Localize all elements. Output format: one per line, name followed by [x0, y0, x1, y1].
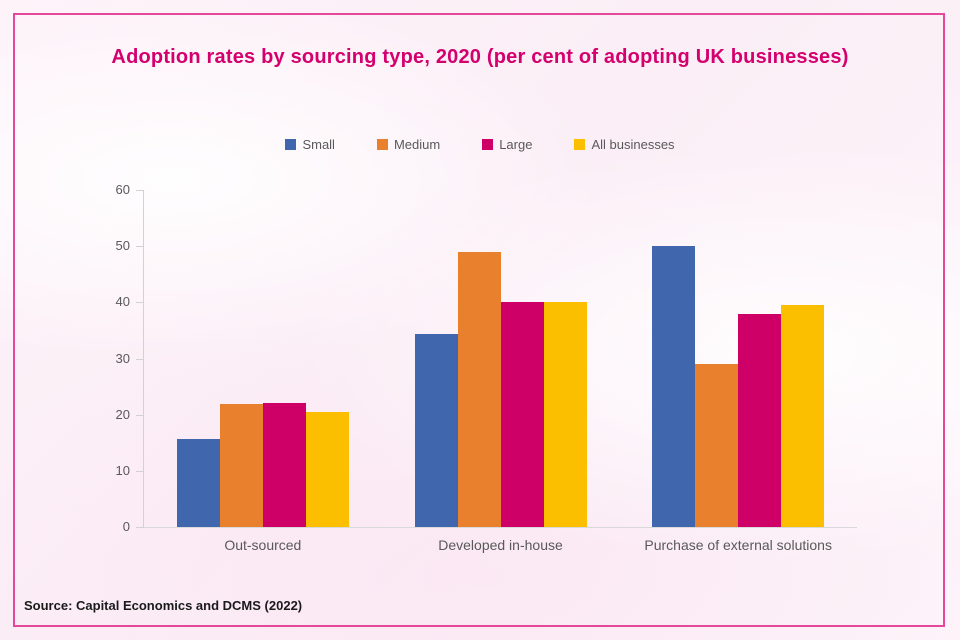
y-axis-tick-label: 10: [115, 462, 130, 478]
bar-medium-purchase-of-external-solutions: [695, 364, 739, 527]
legend-label: Small: [302, 137, 335, 152]
y-axis-tick: [136, 414, 144, 416]
bar-large-purchase-of-external-solutions: [738, 313, 782, 527]
bar-group-developed-in-house: [382, 190, 620, 527]
bar-medium-out-sourced: [219, 404, 263, 527]
bar-small-purchase-of-external-solutions: [652, 246, 696, 527]
y-axis-tick: [136, 302, 144, 304]
y-axis-tick-label: 20: [115, 406, 130, 422]
legend-swatch-large: [482, 139, 494, 150]
x-axis-label-purchase-of-external-solutions: Purchase of external solutions: [644, 537, 832, 553]
y-axis-tick-label: 60: [115, 182, 130, 197]
bar-large-developed-in-house: [500, 302, 544, 527]
bar-group-purchase-of-external-solutions: [619, 190, 857, 527]
legend-label: All businesses: [591, 137, 675, 152]
legend-item-all-businesses: All businesses: [574, 137, 675, 152]
source-note: Source: Capital Economics and DCMS (2022…: [24, 598, 303, 613]
legend-swatch-medium: [376, 139, 388, 150]
chart-area: Out-sourced Developed in-house Purchase of…: [116, 182, 857, 553]
y-axis-tick-label: 40: [115, 294, 130, 310]
bar-medium-developed-in-house: [457, 251, 501, 527]
legend: Small Medium Large All businesses: [0, 137, 960, 152]
chart-title: Adoption rates by sourcing type, 2020 (p…: [111, 46, 849, 68]
x-axis-labels: Out-sourced Developed in-house Purchase of…: [144, 537, 857, 553]
y-axis-tick: [136, 190, 144, 191]
bar-all-businesses-purchase-of-external-solutions: [781, 305, 825, 527]
legend-item-small: Small: [285, 137, 335, 152]
bar-small-developed-in-house: [414, 334, 458, 527]
bar-large-out-sourced: [262, 402, 306, 527]
plot: [144, 190, 857, 527]
legend-swatch-small: [285, 139, 297, 150]
y-axis-tick: [136, 527, 144, 528]
bar-all-businesses-out-sourced: [305, 411, 349, 527]
bar-small-out-sourced: [176, 438, 220, 527]
legend-item-medium: Medium: [376, 137, 441, 152]
legend-swatch-all-businesses: [574, 139, 586, 150]
bar-all-businesses-developed-in-house: [543, 302, 587, 527]
legend-item-large: Large: [482, 137, 532, 152]
legend-label: Medium: [393, 137, 441, 152]
y-axis-tick: [136, 358, 144, 360]
y-axis-tick: [136, 470, 144, 472]
y-axis-tick-label: 0: [122, 519, 130, 534]
x-axis-label-developed-in-house: Developed in-house: [438, 537, 563, 553]
y-axis-tick-label: 50: [115, 238, 130, 254]
bar-group-out-sourced: [144, 190, 382, 527]
y-axis-tick: [136, 246, 144, 248]
x-axis-label-out-sourced: Out-sourced: [224, 537, 302, 553]
y-axis-tick-label: 30: [115, 350, 130, 366]
legend-label: Large: [499, 137, 533, 152]
